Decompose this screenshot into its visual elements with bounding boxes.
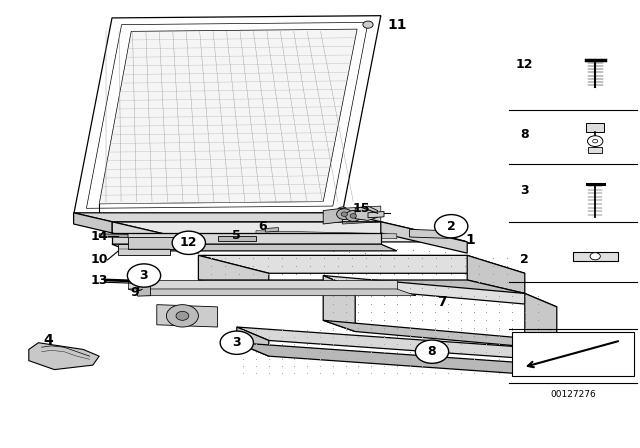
- Text: 6: 6: [258, 220, 267, 233]
- Text: 2: 2: [447, 220, 456, 233]
- Text: 10: 10: [90, 253, 108, 267]
- Text: 14: 14: [90, 229, 108, 243]
- Text: 3: 3: [140, 269, 148, 282]
- Polygon shape: [74, 213, 381, 222]
- Circle shape: [337, 209, 352, 220]
- Polygon shape: [157, 305, 218, 327]
- Circle shape: [172, 231, 205, 254]
- Polygon shape: [588, 147, 602, 153]
- Polygon shape: [573, 252, 618, 261]
- Text: 8: 8: [428, 345, 436, 358]
- Circle shape: [346, 211, 361, 221]
- Polygon shape: [29, 343, 99, 370]
- Polygon shape: [323, 208, 342, 224]
- Polygon shape: [525, 293, 557, 349]
- Circle shape: [341, 212, 348, 216]
- Polygon shape: [99, 234, 128, 237]
- Polygon shape: [74, 16, 381, 215]
- Circle shape: [415, 340, 449, 363]
- Polygon shape: [198, 255, 269, 293]
- Polygon shape: [198, 255, 525, 273]
- Polygon shape: [138, 285, 150, 296]
- Text: 5: 5: [232, 228, 241, 242]
- Polygon shape: [128, 237, 192, 249]
- Polygon shape: [112, 244, 397, 251]
- Circle shape: [593, 139, 598, 143]
- Polygon shape: [256, 231, 397, 239]
- Polygon shape: [381, 222, 467, 253]
- Text: 3: 3: [520, 184, 529, 197]
- Circle shape: [590, 253, 600, 260]
- Text: 00127276: 00127276: [550, 390, 596, 399]
- Polygon shape: [112, 222, 467, 242]
- Polygon shape: [112, 233, 381, 244]
- Polygon shape: [342, 206, 381, 224]
- Polygon shape: [512, 332, 634, 376]
- Text: 1: 1: [465, 233, 476, 247]
- Polygon shape: [410, 229, 448, 238]
- Polygon shape: [237, 327, 557, 361]
- Polygon shape: [266, 228, 278, 232]
- Text: 2: 2: [520, 253, 529, 267]
- Polygon shape: [128, 280, 397, 289]
- Circle shape: [588, 136, 603, 146]
- Polygon shape: [218, 236, 256, 241]
- Text: 4: 4: [43, 333, 53, 348]
- Text: 3: 3: [232, 336, 241, 349]
- Polygon shape: [467, 255, 525, 293]
- Text: 9: 9: [130, 285, 139, 299]
- Circle shape: [166, 305, 198, 327]
- Polygon shape: [323, 320, 557, 349]
- Text: 7: 7: [436, 295, 447, 310]
- Polygon shape: [237, 327, 269, 356]
- Circle shape: [127, 264, 161, 287]
- Polygon shape: [99, 29, 357, 204]
- Polygon shape: [237, 343, 557, 376]
- Polygon shape: [74, 213, 112, 233]
- Polygon shape: [355, 206, 378, 220]
- Circle shape: [435, 215, 468, 238]
- Polygon shape: [323, 276, 557, 307]
- Circle shape: [363, 21, 373, 28]
- Text: 12: 12: [180, 236, 198, 250]
- Text: 12: 12: [516, 58, 534, 72]
- Polygon shape: [525, 347, 557, 376]
- Polygon shape: [86, 22, 368, 208]
- Text: 8: 8: [520, 128, 529, 141]
- Polygon shape: [368, 211, 384, 218]
- Polygon shape: [198, 280, 525, 293]
- Polygon shape: [128, 289, 416, 296]
- Text: 15: 15: [353, 202, 371, 215]
- Polygon shape: [323, 276, 355, 332]
- Polygon shape: [118, 244, 170, 255]
- Polygon shape: [112, 222, 198, 253]
- Circle shape: [220, 331, 253, 354]
- Text: 11: 11: [387, 17, 406, 32]
- Circle shape: [337, 207, 348, 214]
- Circle shape: [350, 214, 356, 218]
- Polygon shape: [586, 123, 604, 132]
- Text: 13: 13: [90, 273, 108, 287]
- Circle shape: [176, 311, 189, 320]
